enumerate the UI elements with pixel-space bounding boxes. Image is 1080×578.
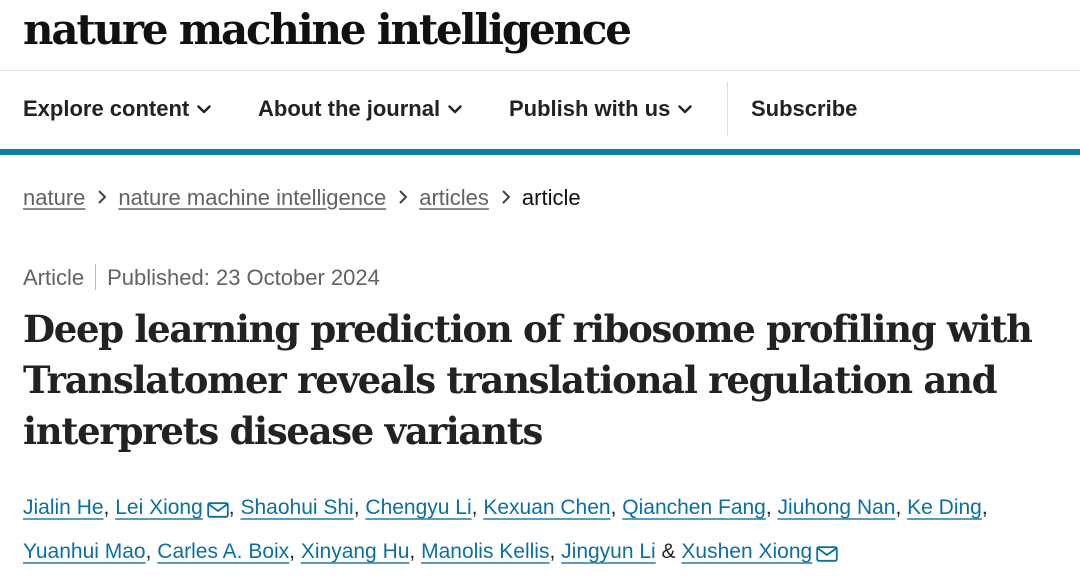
article-meta: Article Published: 23 October 2024: [23, 263, 380, 293]
author-link[interactable]: Ke Ding: [907, 496, 982, 519]
author-link[interactable]: Kexuan Chen: [483, 496, 611, 519]
author-link[interactable]: Xushen Xiong: [681, 540, 813, 563]
accent-bar: [0, 149, 1080, 155]
chevron-right-icon: [502, 183, 511, 213]
author-separator: ,: [409, 540, 422, 563]
nav-publish-with-us-label: Publish with us: [509, 96, 671, 121]
chevron-right-icon: [98, 183, 107, 213]
author-separator: ,: [289, 540, 301, 563]
author-link[interactable]: Carles A. Boix: [157, 540, 290, 563]
author-list: Jialin He, Lei Xiong, Shaohui Shi, Cheng…: [23, 486, 1068, 574]
published-date: Published: 23 October 2024: [107, 265, 380, 290]
nav-explore-content-label: Explore content: [23, 96, 190, 121]
author-separator: ,: [549, 540, 562, 563]
breadcrumb-current: article: [521, 185, 581, 210]
author-link[interactable]: Jiuhong Nan: [777, 496, 896, 519]
author-separator: ,: [353, 496, 366, 519]
chevron-right-icon: [399, 183, 408, 213]
subscribe-button[interactable]: Subscribe: [751, 96, 858, 121]
author-link[interactable]: Yuanhui Mao: [23, 540, 146, 563]
meta-divider: [95, 264, 97, 291]
nav-separator: [727, 82, 728, 136]
chevron-down-icon: [197, 90, 211, 124]
chevron-down-icon: [678, 90, 693, 124]
author-link[interactable]: Chengyu Li: [365, 496, 472, 519]
author-link[interactable]: Qianchen Fang: [622, 496, 766, 519]
article-type: Article: [23, 265, 85, 290]
author-link[interactable]: Manolis Kellis: [421, 540, 550, 563]
author-link[interactable]: Jingyun Li: [561, 540, 656, 563]
breadcrumb-link-nature[interactable]: nature: [23, 185, 86, 210]
breadcrumb: nature nature machine intelligence article…: [23, 183, 581, 214]
author-separator: &: [655, 540, 682, 563]
breadcrumb-link-articles[interactable]: articles: [419, 185, 489, 210]
header-divider: [0, 70, 1080, 71]
author-separator: ,: [228, 496, 241, 519]
author-link[interactable]: Lei Xiong: [115, 496, 203, 519]
journal-logo[interactable]: nature machine intelligence: [23, 5, 632, 54]
nav-explore-content[interactable]: Explore content: [23, 92, 211, 127]
chevron-down-icon: [448, 90, 462, 124]
article-title: Deep learning prediction of ribosome pro…: [23, 307, 1033, 453]
author-separator: ,: [981, 496, 988, 519]
author-separator: ,: [895, 496, 908, 519]
main-nav: Explore content About the journal Publis…: [0, 82, 1080, 138]
author-separator: ,: [610, 496, 623, 519]
author-separator: ,: [471, 496, 484, 519]
author-separator: ,: [103, 496, 116, 519]
nav-about-the-journal[interactable]: About the journal: [258, 92, 462, 127]
author-separator: ,: [145, 540, 158, 563]
mail-icon[interactable]: [816, 534, 838, 578]
author-link[interactable]: Jialin He: [23, 496, 104, 519]
author-link[interactable]: Xinyang Hu: [300, 540, 410, 563]
author-link[interactable]: Shaohui Shi: [240, 496, 354, 519]
breadcrumb-link-journal[interactable]: nature machine intelligence: [118, 185, 387, 210]
author-separator: ,: [765, 496, 778, 519]
nav-about-the-journal-label: About the journal: [258, 96, 441, 121]
mail-icon[interactable]: [207, 490, 229, 534]
nav-publish-with-us[interactable]: Publish with us: [509, 90, 693, 127]
